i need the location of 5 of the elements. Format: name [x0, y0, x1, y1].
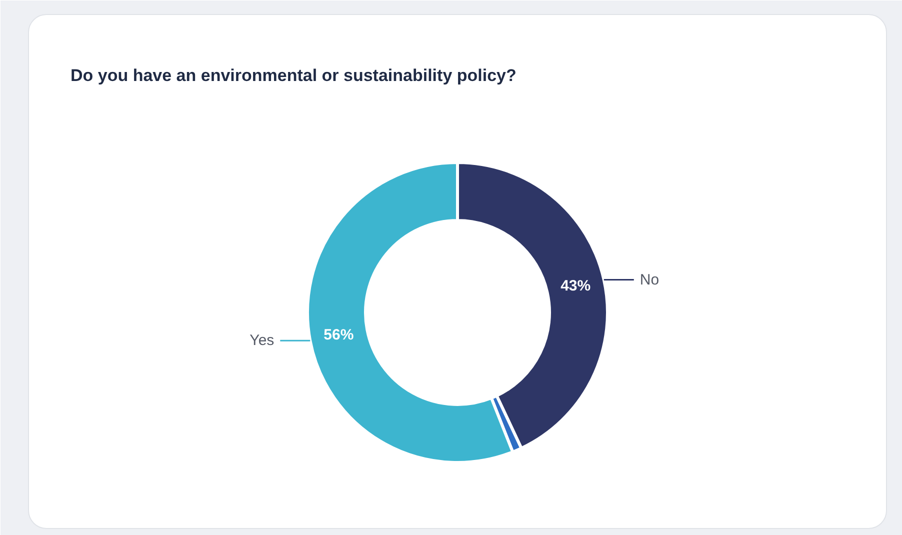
data-label: 56%: [324, 326, 354, 344]
slice-label: No: [640, 271, 660, 288]
data-label: 43%: [560, 278, 591, 295]
chart-title: Do you have an environmental or sustainability policy?: [70, 66, 516, 85]
slice-label: Yes: [250, 332, 274, 350]
